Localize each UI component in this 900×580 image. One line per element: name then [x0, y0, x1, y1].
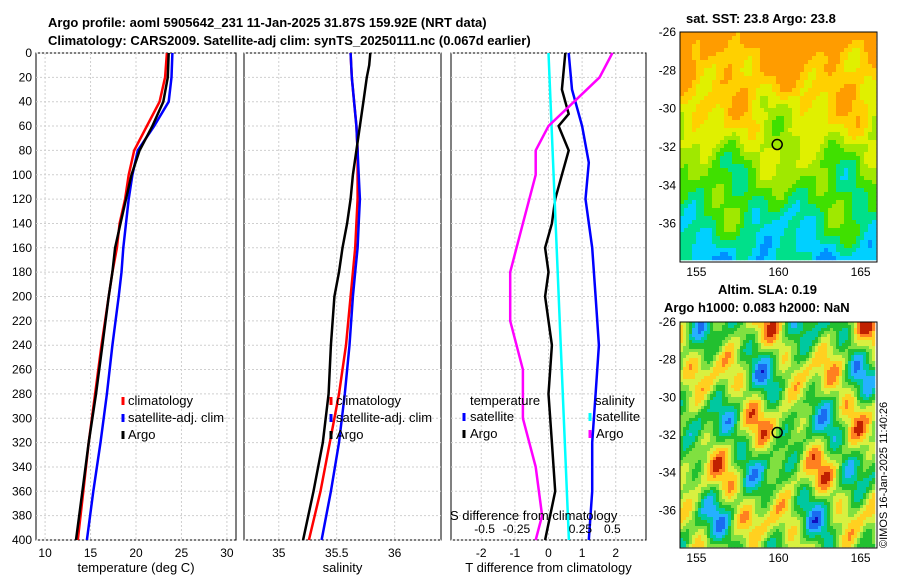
y-tick-label: 20	[19, 70, 33, 84]
y-tick-label: 320	[12, 436, 32, 450]
series-line-salinity-argo	[508, 52, 614, 541]
map-y-tick: -26	[659, 315, 677, 329]
y-tick-label: 80	[19, 143, 33, 157]
legend-label: satellite-adj. clim	[336, 410, 432, 425]
legend-label: satellite	[470, 409, 514, 424]
x-tick-label: 30	[220, 546, 234, 560]
x-tick-label: 20	[129, 546, 143, 560]
map-x-tick: 160	[768, 551, 788, 565]
y-tick-label: 100	[12, 168, 32, 182]
map-y-tick: -34	[659, 178, 677, 192]
series-line-salinity-satellite	[547, 52, 571, 541]
argo-position-marker	[771, 426, 783, 439]
y-tick-label: 200	[12, 290, 32, 304]
x-tick-label: 36	[388, 546, 402, 560]
y-tick-label: 40	[19, 95, 33, 109]
legend-label: Argo	[336, 427, 363, 442]
legend-label: satellite	[596, 409, 640, 424]
y-tick-label: 400	[12, 533, 32, 547]
legend-label: climatology	[336, 393, 402, 408]
legend-label: climatology	[128, 393, 194, 408]
map-y-tick: -30	[659, 390, 677, 404]
x2-tick-label: 0.5	[604, 522, 621, 536]
series-line-satellite-adj-clim	[85, 52, 174, 541]
legend-label: satellite-adj. clim	[128, 410, 224, 425]
x-tick-label: 1	[579, 546, 586, 560]
x-tick-label: 0	[545, 546, 552, 560]
y-tick-label: 120	[12, 192, 32, 206]
map-x-tick: 155	[686, 551, 706, 565]
chart-title-line1: Argo profile: aoml 5905642_231 11-Jan-20…	[48, 15, 487, 30]
y-tick-label: 140	[12, 216, 32, 230]
chart-title-line2: Climatology: CARS2009. Satellite-adj cli…	[48, 33, 531, 48]
y-tick-label: 380	[12, 509, 32, 523]
x-tick-label: 35	[272, 546, 286, 560]
y-tick-label: 300	[12, 411, 32, 425]
map-y-tick: -36	[659, 503, 677, 517]
x2-tick-label: -0.5	[474, 522, 495, 536]
map-x-tick: 155	[686, 265, 706, 279]
legend-title: salinity	[595, 393, 635, 408]
x-tick-label: 15	[84, 546, 98, 560]
series-line-temperature-satellite	[567, 52, 601, 541]
x2-tick-label: -0.25	[503, 522, 531, 536]
argo-position-marker	[771, 138, 783, 151]
x-tick-label: 35.5	[325, 546, 349, 560]
sst-map-title: sat. SST: 23.8 Argo: 23.8	[686, 11, 836, 26]
map-x-tick: 165	[851, 265, 871, 279]
y-tick-label: 180	[12, 265, 32, 279]
y-tick-label: 160	[12, 241, 32, 255]
legend-label: Argo	[128, 427, 155, 442]
map-x-tick: 165	[851, 551, 871, 565]
x-tick-label: 2	[612, 546, 619, 560]
series-line-temperature-argo	[543, 52, 571, 541]
map-y-tick: -28	[659, 63, 677, 77]
map-y-tick: -32	[659, 428, 677, 442]
y-tick-label: 280	[12, 387, 32, 401]
map-y-tick: -30	[659, 102, 677, 116]
y-tick-label: 0	[25, 46, 32, 60]
sla-map-title-line1: Altim. SLA: 0.19	[718, 282, 817, 297]
map-x-tick: 160	[768, 265, 788, 279]
y-tick-label: 360	[12, 484, 32, 498]
legend-title: temperature	[470, 393, 540, 408]
legend-label: Argo	[470, 426, 497, 441]
y-tick-label: 240	[12, 338, 32, 352]
y-tick-label: 220	[12, 314, 32, 328]
x-tick-label: -2	[476, 546, 487, 560]
sla-map-title-line2: Argo h1000: 0.083 h2000: NaN	[664, 300, 850, 315]
x-axis-label: salinity	[323, 560, 363, 575]
map-heatmap-sst_map	[680, 32, 877, 261]
x-tick-label: -1	[510, 546, 521, 560]
map-y-tick: -26	[659, 25, 677, 39]
x-tick-label: 10	[38, 546, 52, 560]
series-line-argo	[74, 52, 170, 541]
x2-axis-label: S difference from climatology	[450, 508, 618, 523]
map-frame-sla_map	[679, 321, 878, 549]
y-tick-label: 260	[12, 363, 32, 377]
map-y-tick: -28	[659, 353, 677, 367]
map-heatmap-sla_map	[680, 322, 876, 548]
map-frame-sst_map	[679, 31, 878, 263]
x-axis-label: temperature (deg C)	[77, 560, 194, 575]
y-tick-label: 60	[19, 119, 33, 133]
y-tick-label: 340	[12, 460, 32, 474]
map-y-tick: -36	[659, 217, 677, 231]
x-axis-label: T difference from climatology	[465, 560, 632, 575]
x2-tick-label: 0.25	[569, 522, 593, 536]
series-line-satellite-adj-clim	[320, 52, 362, 541]
series-line-argo	[301, 52, 372, 541]
x-tick-label: 25	[175, 546, 189, 560]
legend-label: Argo	[596, 426, 623, 441]
map-y-tick: -32	[659, 140, 677, 154]
map-y-tick: -34	[659, 466, 677, 480]
